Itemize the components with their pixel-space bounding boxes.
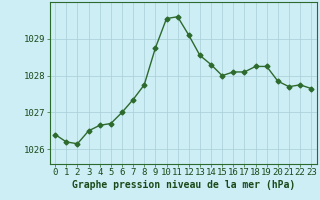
X-axis label: Graphe pression niveau de la mer (hPa): Graphe pression niveau de la mer (hPa) xyxy=(72,180,295,190)
